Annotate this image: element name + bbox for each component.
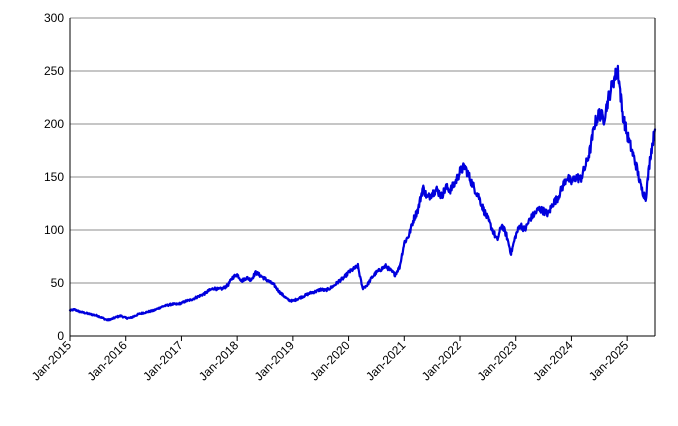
y-axis-tick-labels: 0 50 100 150 200 250 300 xyxy=(44,11,64,343)
y-tick-label: 250 xyxy=(44,64,64,78)
x-tick-label: Jan-2018 xyxy=(196,338,242,384)
x-tick-label: Jan-2015 xyxy=(29,338,75,384)
y-tick-label: 50 xyxy=(51,276,65,290)
x-tick-label: Jan-2019 xyxy=(252,338,298,384)
series-line xyxy=(68,64,657,322)
x-tick-label: Jan-2023 xyxy=(475,338,521,384)
y-tick-label: 0 xyxy=(57,329,64,343)
x-tick-label: Jan-2025 xyxy=(586,338,632,384)
gridlines xyxy=(70,17,655,284)
series-group xyxy=(68,64,657,322)
y-tick-label: 300 xyxy=(44,11,64,25)
x-tick-label: Jan-2021 xyxy=(363,338,409,384)
y-tick-label: 100 xyxy=(44,223,64,237)
x-tick-label: Jan-2022 xyxy=(419,338,465,384)
x-tick-label: Jan-2020 xyxy=(307,338,353,384)
x-tick-label: Jan-2024 xyxy=(530,338,576,384)
y-tick-label: 150 xyxy=(44,170,64,184)
x-axis-tick-labels: Jan-2015 Jan-2016 Jan-2017 Jan-2018 Jan-2019… xyxy=(29,338,632,384)
x-tick-label: Jan-2016 xyxy=(85,338,131,384)
y-tick-label: 200 xyxy=(44,117,64,131)
x-tick-label: Jan-2017 xyxy=(140,338,186,384)
axes xyxy=(69,18,656,341)
